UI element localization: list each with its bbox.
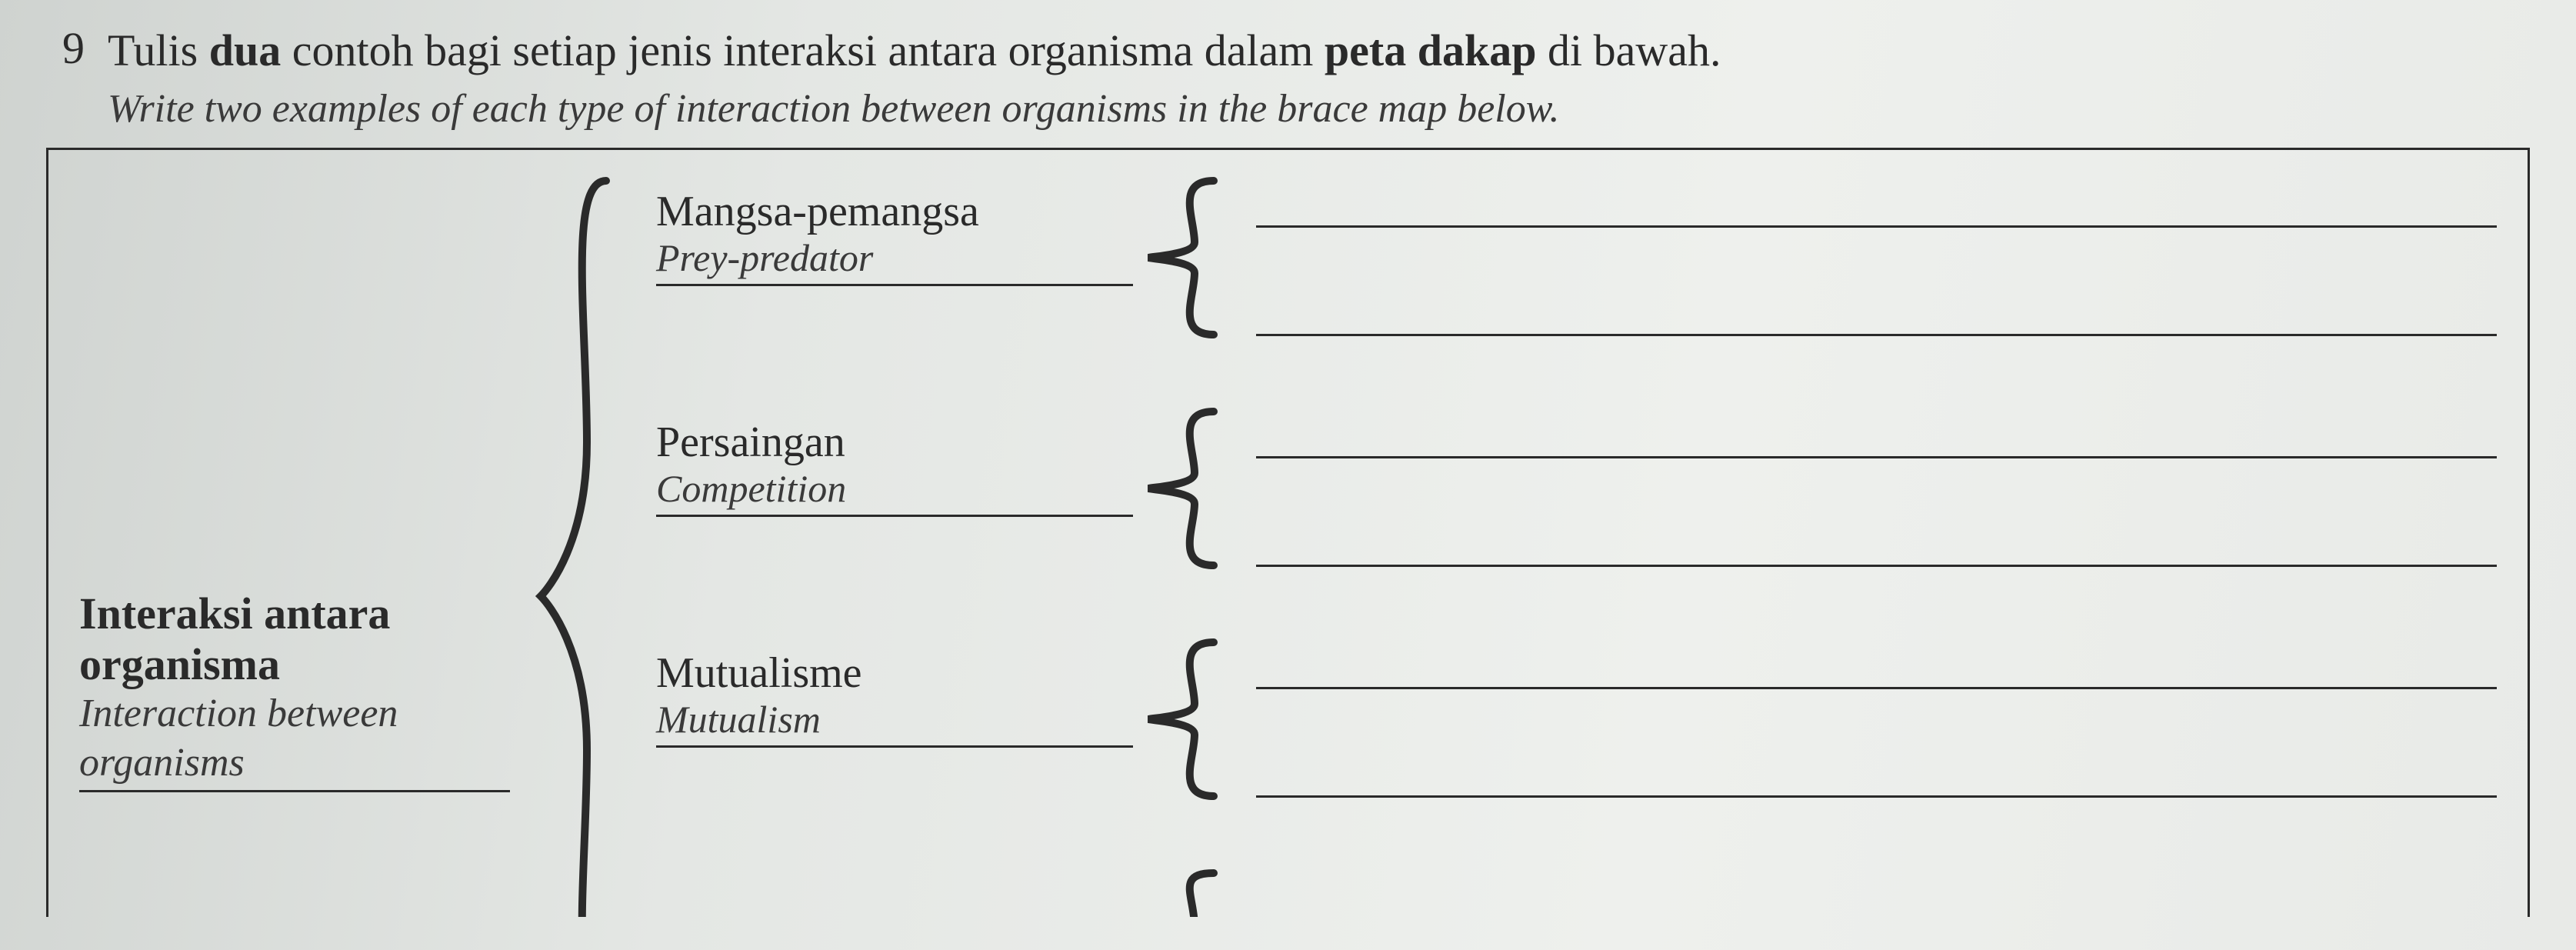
brace-icon xyxy=(1141,404,1233,573)
answer-blank[interactable] xyxy=(1256,404,2497,458)
category-prey-predator: Mangsa-pemangsa Prey-predator xyxy=(656,188,1133,287)
category-mutualism: Mutualisme Mutualism xyxy=(656,650,1133,748)
question-header: 9 Tulis dua contoh bagi setiap jenis int… xyxy=(46,23,2530,134)
brace-icon xyxy=(1141,635,1233,804)
q-text-post: di bawah. xyxy=(1537,25,1721,75)
q-text-bold2: peta dakap xyxy=(1325,25,1537,75)
answer-lines-2 xyxy=(1256,404,2497,621)
cat2-sub: Competition xyxy=(656,468,1133,517)
question-text: Tulis dua contoh bagi setiap jenis inter… xyxy=(108,23,1721,79)
brace-icon xyxy=(1141,865,1233,917)
cat3-sub: Mutualism xyxy=(656,698,1133,748)
category-competition: Persaingan Competition xyxy=(656,419,1133,518)
answer-blank[interactable] xyxy=(1256,635,2497,689)
answer-blank[interactable] xyxy=(1256,743,2497,798)
answer-lines-1 xyxy=(1256,173,2497,390)
answer-blank[interactable] xyxy=(1256,512,2497,567)
root-title-line1: Interaksi antara xyxy=(79,588,510,640)
answer-blank[interactable] xyxy=(1256,173,2497,228)
root-sub-line1: Interaction between xyxy=(79,691,510,737)
big-brace-icon xyxy=(533,173,625,917)
q-sub-post: below. xyxy=(1447,87,1559,131)
q-text-bold1: dua xyxy=(209,25,282,75)
cat1-main: Mangsa-pemangsa xyxy=(656,188,1133,236)
brace-map-box: Interaksi antara organisma Interaction b… xyxy=(46,148,2530,917)
q-text-mid: contoh bagi setiap jenis interaksi antar… xyxy=(281,25,1325,75)
cat3-main: Mutualisme xyxy=(656,650,1133,698)
cat1-sub: Prey-predator xyxy=(656,237,1133,286)
q-text-pre: Tulis xyxy=(108,25,209,75)
q-sub-pre: Write two examples of each type of inter… xyxy=(108,87,1277,131)
cat2-main: Persaingan xyxy=(656,419,1133,467)
root-label: Interaksi antara organisma Interaction b… xyxy=(79,588,510,793)
answer-blank[interactable] xyxy=(1256,282,2497,336)
question-text-block: Tulis dua contoh bagi setiap jenis inter… xyxy=(108,23,1721,134)
answer-lines-3 xyxy=(1256,635,2497,852)
brace-icon xyxy=(1141,173,1233,342)
root-title-line2: organisma xyxy=(79,639,510,691)
q-sub-bold: brace map xyxy=(1277,87,1447,131)
root-sub-line2: organisms xyxy=(79,740,510,793)
question-number: 9 xyxy=(46,23,85,71)
worksheet-page: 9 Tulis dua contoh bagi setiap jenis int… xyxy=(0,0,2576,950)
question-subtext: Write two examples of each type of inter… xyxy=(108,84,1721,134)
